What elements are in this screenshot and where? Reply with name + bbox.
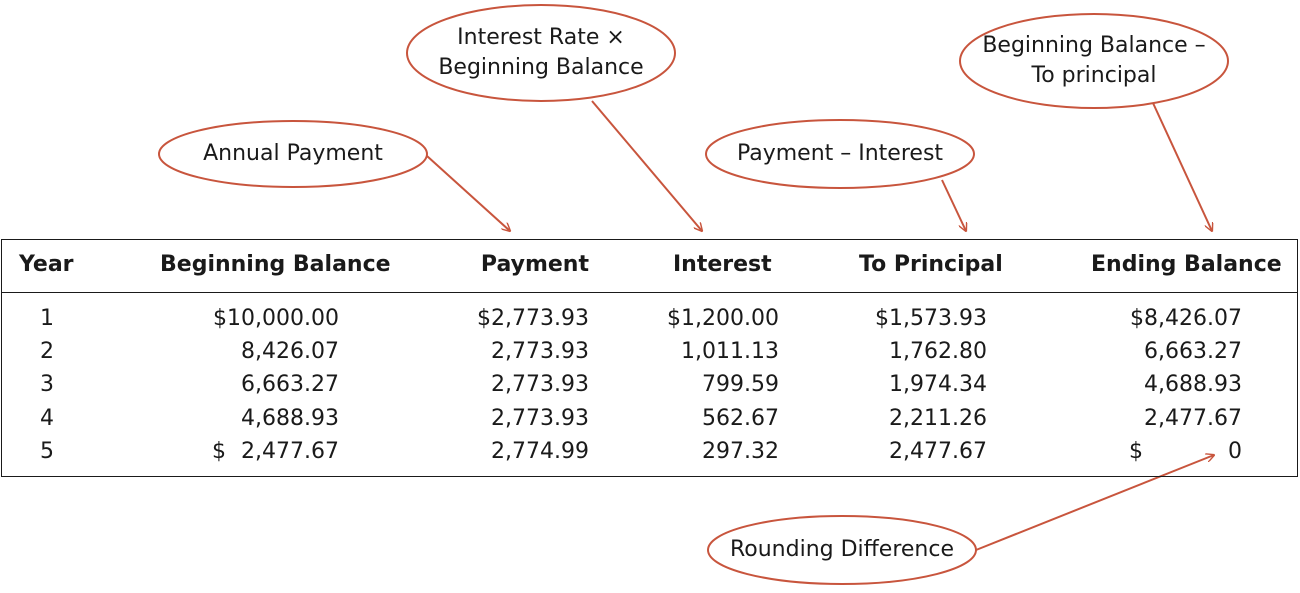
to-principal-cell: 2,211.26: [889, 406, 987, 431]
header-divider: [2, 292, 1297, 293]
to-principal-cell: 2,477.67: [889, 439, 987, 464]
beginning-balance-cell: 6,663.27: [241, 372, 339, 397]
to-principal-cell: $1,573.93: [875, 306, 987, 331]
beginning-balance-cell: $10,000.00: [213, 306, 339, 331]
callout-interest-formula: Interest Rate × Beginning Balance: [438, 25, 644, 80]
to-principal-cell: 1,974.34: [889, 372, 987, 397]
interest-cell: 562.67: [702, 406, 779, 431]
ending-balance-cell: $8,426.07: [1130, 306, 1242, 331]
to-principal-cell: 1,762.80: [889, 339, 987, 364]
beginning-balance-cell: 8,426.07: [241, 339, 339, 364]
interest-cell: $1,200.00: [667, 306, 779, 331]
year-cell: 5: [40, 439, 54, 464]
payment-cell: 2,773.93: [491, 372, 589, 397]
ending-balance-cell: 6,663.27: [1144, 339, 1242, 364]
year-cell: 2: [40, 339, 54, 364]
row5-ending-dollar-sign: $: [1129, 439, 1143, 464]
year-cell: 3: [40, 372, 54, 397]
header-year: Year: [19, 252, 74, 277]
interest-arrow: [591, 100, 702, 231]
year-cell: 1: [40, 306, 54, 331]
ending-balance-cell: 0: [1228, 439, 1242, 464]
interest-cell: 297.32: [702, 439, 779, 464]
ending-formula-ellipse: [959, 13, 1229, 109]
payment-cell: 2,773.93: [491, 339, 589, 364]
beginning-balance-cell: 2,477.67: [241, 439, 339, 464]
amortization-table: Year Beginning Balance Payment Interest …: [1, 239, 1298, 477]
principal-formula-ellipse: [705, 119, 975, 189]
callout-ending-formula: Beginning Balance – To principal: [982, 33, 1206, 88]
principal-arrow: [941, 179, 966, 231]
callout-annual-payment: Annual Payment: [203, 141, 383, 166]
header-ending-balance: Ending Balance: [1091, 252, 1282, 277]
year-cell: 4: [40, 406, 54, 431]
annual-payment-arrow: [426, 155, 510, 231]
ending-balance-cell: 2,477.67: [1144, 406, 1242, 431]
payment-cell: 2,773.93: [491, 406, 589, 431]
payment-cell: 2,774.99: [491, 439, 589, 464]
interest-cell: 1,011.13: [681, 339, 779, 364]
beginning-balance-cell: 4,688.93: [241, 406, 339, 431]
interest-cell: 799.59: [702, 372, 779, 397]
ending-balance-cell: 4,688.93: [1144, 372, 1242, 397]
header-interest: Interest: [673, 252, 772, 277]
header-to-principal: To Principal: [859, 252, 1003, 277]
callout-principal-formula: Payment – Interest: [736, 141, 944, 166]
header-beginning-balance: Beginning Balance: [160, 252, 391, 277]
rounding-arrow: [975, 455, 1214, 551]
callout-rounding: Rounding Difference: [729, 537, 955, 562]
payment-cell: $2,773.93: [477, 306, 589, 331]
header-payment: Payment: [480, 252, 589, 277]
ending-balance-arrow: [1152, 102, 1212, 231]
interest-formula-ellipse: [406, 4, 676, 102]
annual-payment-ellipse: [158, 120, 428, 188]
row5-begin-dollar-sign: $: [212, 439, 226, 464]
